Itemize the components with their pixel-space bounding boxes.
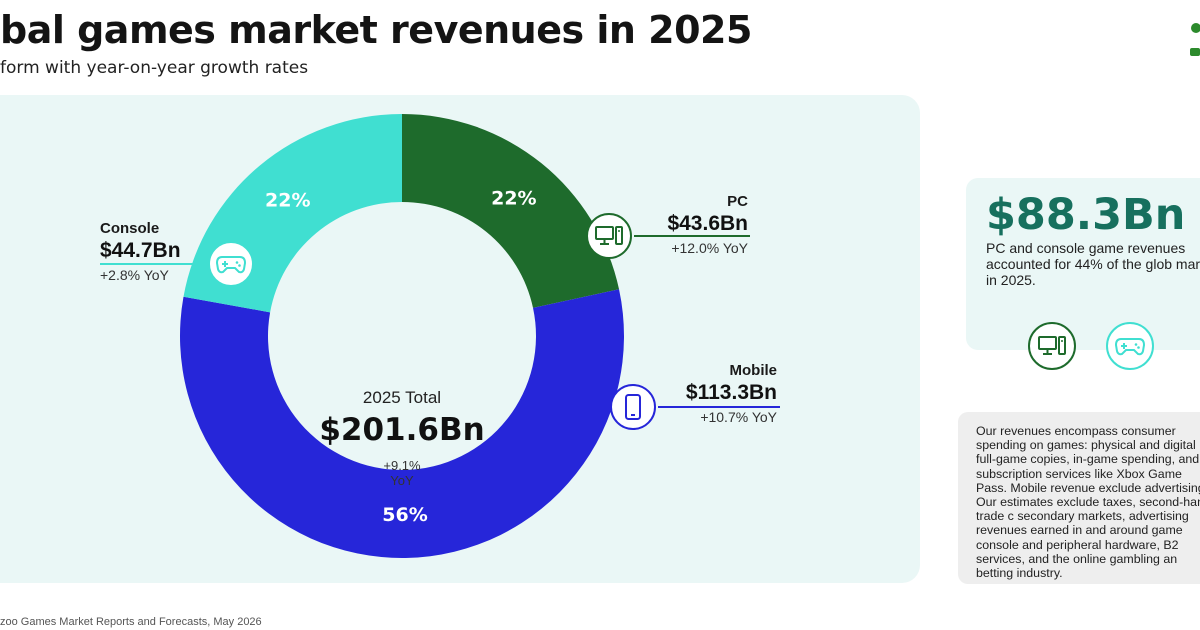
console-yoy: +2.8% YoY — [100, 267, 169, 283]
total-label: 2025 Total — [362, 388, 442, 407]
donut-percent-label-pc: 22% — [491, 188, 536, 210]
console-label: Console $44.7Bn +2.8% YoY — [100, 220, 181, 283]
pc-label: PC $43.6Bn +12.0% YoY — [667, 193, 748, 256]
total-yoy-suffix: YoY — [390, 473, 414, 488]
donut-slice-console — [183, 114, 402, 313]
gamepad-icon — [216, 256, 246, 274]
chart-title: bal games market revenues in 2025 — [0, 8, 752, 52]
brand-logo-icon — [1190, 23, 1200, 56]
pc-yoy: +12.0% YoY — [671, 240, 748, 256]
pc-icon-badge — [586, 213, 632, 259]
highlight-stat-value: $88.3Bn — [986, 190, 1186, 240]
mobile-icon-badge — [610, 384, 656, 430]
chart-subtitle: form with year-on-year growth rates — [0, 58, 309, 78]
methodology-note-card: Our revenues encompass consumer spending… — [958, 412, 1200, 584]
desktop-computer-icon — [595, 226, 623, 245]
gamepad-icon — [1115, 338, 1145, 356]
mobile-label: Mobile $113.3Bn +10.7% YoY — [686, 362, 777, 425]
methodology-note-text: Our revenues encompass consumer spending… — [976, 424, 1200, 581]
total-block: 2025 Total $201.6Bn +9.1% YoY — [302, 388, 502, 488]
donut-chart: 22% 56% 22% — [100, 114, 780, 558]
console-name: Console — [100, 220, 160, 237]
console-value: $44.7Bn — [100, 239, 181, 262]
highlight-stat-text: PC and console game revenues accounted f… — [986, 240, 1200, 288]
stat-console-icon-badge — [1106, 322, 1154, 370]
donut-slice-pc — [402, 114, 620, 308]
mobile-name: Mobile — [729, 362, 778, 379]
desktop-computer-icon — [1038, 336, 1066, 355]
pc-name: PC — [727, 193, 748, 210]
source-footnote: zoo Games Market Reports and Forecasts, … — [0, 616, 262, 628]
console-icon-badge — [208, 241, 254, 287]
mobile-yoy: +10.7% YoY — [700, 409, 777, 425]
pc-value: $43.6Bn — [667, 212, 748, 235]
total-yoy-percent: +9.1% — [383, 458, 421, 473]
chart-panel: 22% 56% 22% PC $43.6Bn +12.0% YoY Mobile $… — [0, 95, 920, 583]
total-yoy: +9.1% YoY — [302, 458, 502, 488]
donut-percent-label-console: 22% — [265, 189, 310, 211]
stat-pc-icon-badge — [1028, 322, 1076, 370]
donut-slice-mobile — [179, 289, 624, 558]
donut-percent-label-mobile: 56% — [382, 504, 427, 526]
smartphone-icon — [625, 394, 641, 420]
highlight-stat-card: $88.3Bn PC and console game revenues acc… — [966, 178, 1200, 370]
mobile-value: $113.3Bn — [685, 381, 777, 404]
total-value: $201.6Bn — [319, 412, 485, 448]
